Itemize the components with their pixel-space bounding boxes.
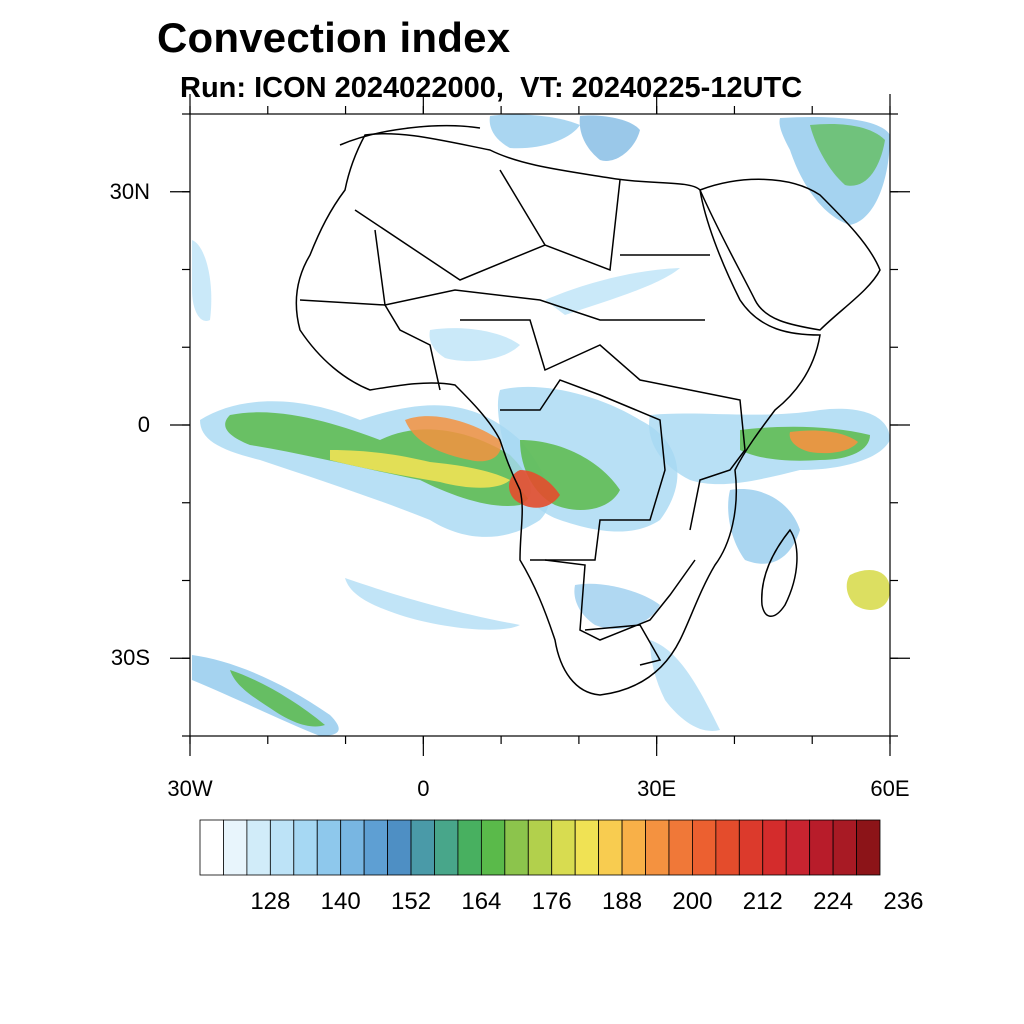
west-africa-patch [429,328,520,362]
map-title: Convection index [157,14,511,61]
colorbar-swatch [668,819,693,876]
colorbar-label: 236 [883,888,924,915]
colorbar-label: 140 [320,888,361,915]
colorbar-swatch [574,819,600,876]
colorbar-swatch [316,819,342,876]
colorbar-swatch [692,819,717,876]
indian-ocean-core [789,430,858,454]
border-congo [500,379,666,561]
colorbar-swatch [598,819,623,876]
south-atlantic-filament [345,578,520,630]
map-subtitle: Run: ICON 2024022000, VT: 20240225-12UTC [180,72,803,104]
border-north [354,179,621,281]
atlantic-band-core [330,450,510,488]
colorbar-swatch [856,819,881,876]
border-southafrica [584,624,662,666]
southeast-patch [650,640,720,731]
border-central [460,319,691,391]
border-libya [499,169,546,246]
southern-africa-patch [574,583,660,629]
gulf-guinea-core [405,416,501,462]
colorbar-swatch [621,819,646,876]
colorbar-swatch [199,819,224,876]
colorbar [199,819,881,876]
lon-tick-label: 0 [417,776,430,801]
colorbar-swatch [363,819,388,876]
colorbar-swatch [457,819,482,876]
southwest-band-mid [230,670,325,727]
border-west [374,229,441,391]
colorbar-swatch [480,819,506,876]
lat-tick-label: 30N [109,178,150,204]
border-sahel [299,289,705,321]
colorbar-swatch [387,819,412,876]
colorbar-label: 224 [813,888,854,915]
colorbar-swatch [738,819,764,876]
border-south [544,559,696,641]
colorbar-swatch [645,819,670,876]
colorbar-swatch [504,819,529,876]
colorbar-swatch [762,819,787,876]
lat-tick-label: 0 [137,412,150,437]
lon-tick-label: 60E [870,776,910,801]
colorbar-swatch [527,819,553,876]
axis-ticks [170,94,910,756]
mozambique-convection [728,489,800,564]
colorbar-swatch [551,819,576,876]
lon-tick-label: 30E [637,776,677,801]
madagascar [761,528,798,617]
mediterranean-patch [489,114,580,149]
border-east [689,389,746,531]
lat-tick-label: 30S [110,645,150,671]
lon-tick-label: 30W [167,776,213,801]
colorbar-swatch [340,819,365,876]
colorbar-swatch [293,819,318,876]
arabian-peninsula [698,178,881,331]
reunion-cluster [846,570,890,610]
colorbar-swatch [246,819,271,876]
colorbar-swatch [434,819,459,876]
colorbar-swatch [269,819,295,876]
colorbar-swatch [223,819,248,876]
coastlines [295,125,881,696]
colorbar-swatch [785,819,811,876]
colorbar-label: 164 [461,888,502,915]
mediterranean-coast [339,125,481,146]
sahel-streak [545,268,680,315]
colorbar-label: 212 [742,888,783,915]
aegean-patch [579,115,640,161]
colorbar-label: 128 [250,888,291,915]
colorbar-swatch [809,819,834,876]
colorbar-label: 152 [391,888,432,915]
colorbar-swatch [715,819,740,876]
colorbar-label: 188 [602,888,643,915]
convection-field [192,114,890,736]
atlantic-west-patch [192,240,212,321]
middle-east-mid [810,123,885,186]
colorbar-swatch [410,819,435,876]
colorbar-label: 200 [672,888,713,915]
colorbar-swatch [832,819,857,876]
colorbar-label: 176 [531,888,572,915]
